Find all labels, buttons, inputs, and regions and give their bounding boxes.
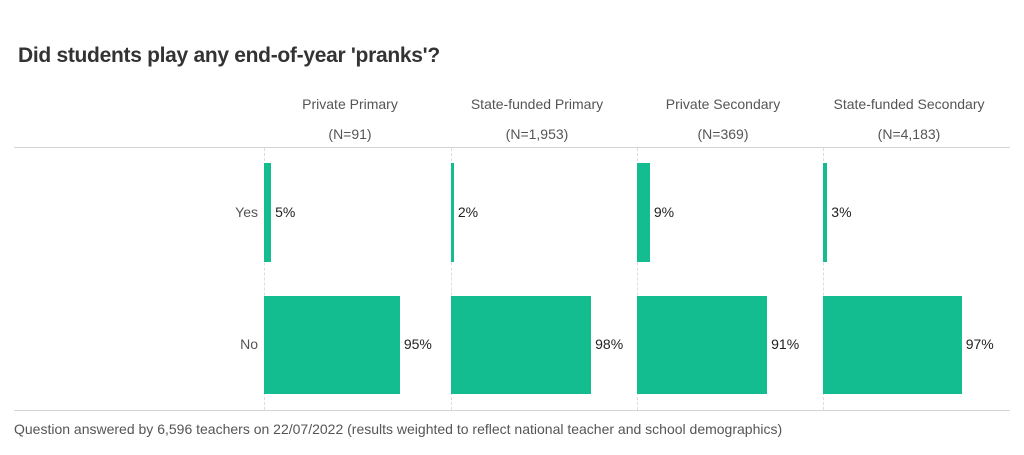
data-label: 97% [965, 336, 994, 352]
panel-divider [264, 148, 265, 410]
bar-yes [264, 163, 272, 262]
data-label: 98% [595, 336, 624, 352]
bar-no [637, 296, 768, 394]
bar-no [451, 296, 592, 394]
panel-n: (N=369) [697, 126, 749, 142]
data-label: 95% [403, 336, 432, 352]
header-divider [14, 147, 1010, 148]
category-label-no: No [240, 336, 258, 352]
panel-n: (N=1,953) [505, 126, 569, 142]
axis-baseline [14, 410, 1010, 411]
panel-divider [823, 148, 824, 410]
bar-yes [823, 163, 828, 262]
data-label: 91% [771, 336, 800, 352]
panel-header: Private Primary [302, 96, 398, 112]
chart-title: Did students play any end-of-year 'prank… [18, 44, 440, 67]
bar-yes [451, 163, 454, 262]
footer-note: Question answered by 6,596 teachers on 2… [14, 421, 783, 437]
bar-yes [637, 163, 650, 262]
panel-n: (N=91) [328, 126, 372, 142]
panel-n: (N=4,183) [877, 126, 941, 142]
bar-no [264, 296, 400, 394]
panel-divider [637, 148, 638, 410]
category-label-yes: Yes [235, 204, 258, 220]
data-label: 9% [653, 203, 675, 220]
panel-header: State-funded Primary [470, 96, 604, 112]
panel-divider [451, 148, 452, 410]
bar-no [823, 296, 962, 394]
data-label: 2% [457, 203, 479, 220]
panel-header: Private Secondary [665, 96, 781, 112]
data-label: 5% [275, 203, 296, 220]
data-label: 3% [831, 203, 852, 220]
panel-header: State-funded Secondary [833, 96, 985, 112]
